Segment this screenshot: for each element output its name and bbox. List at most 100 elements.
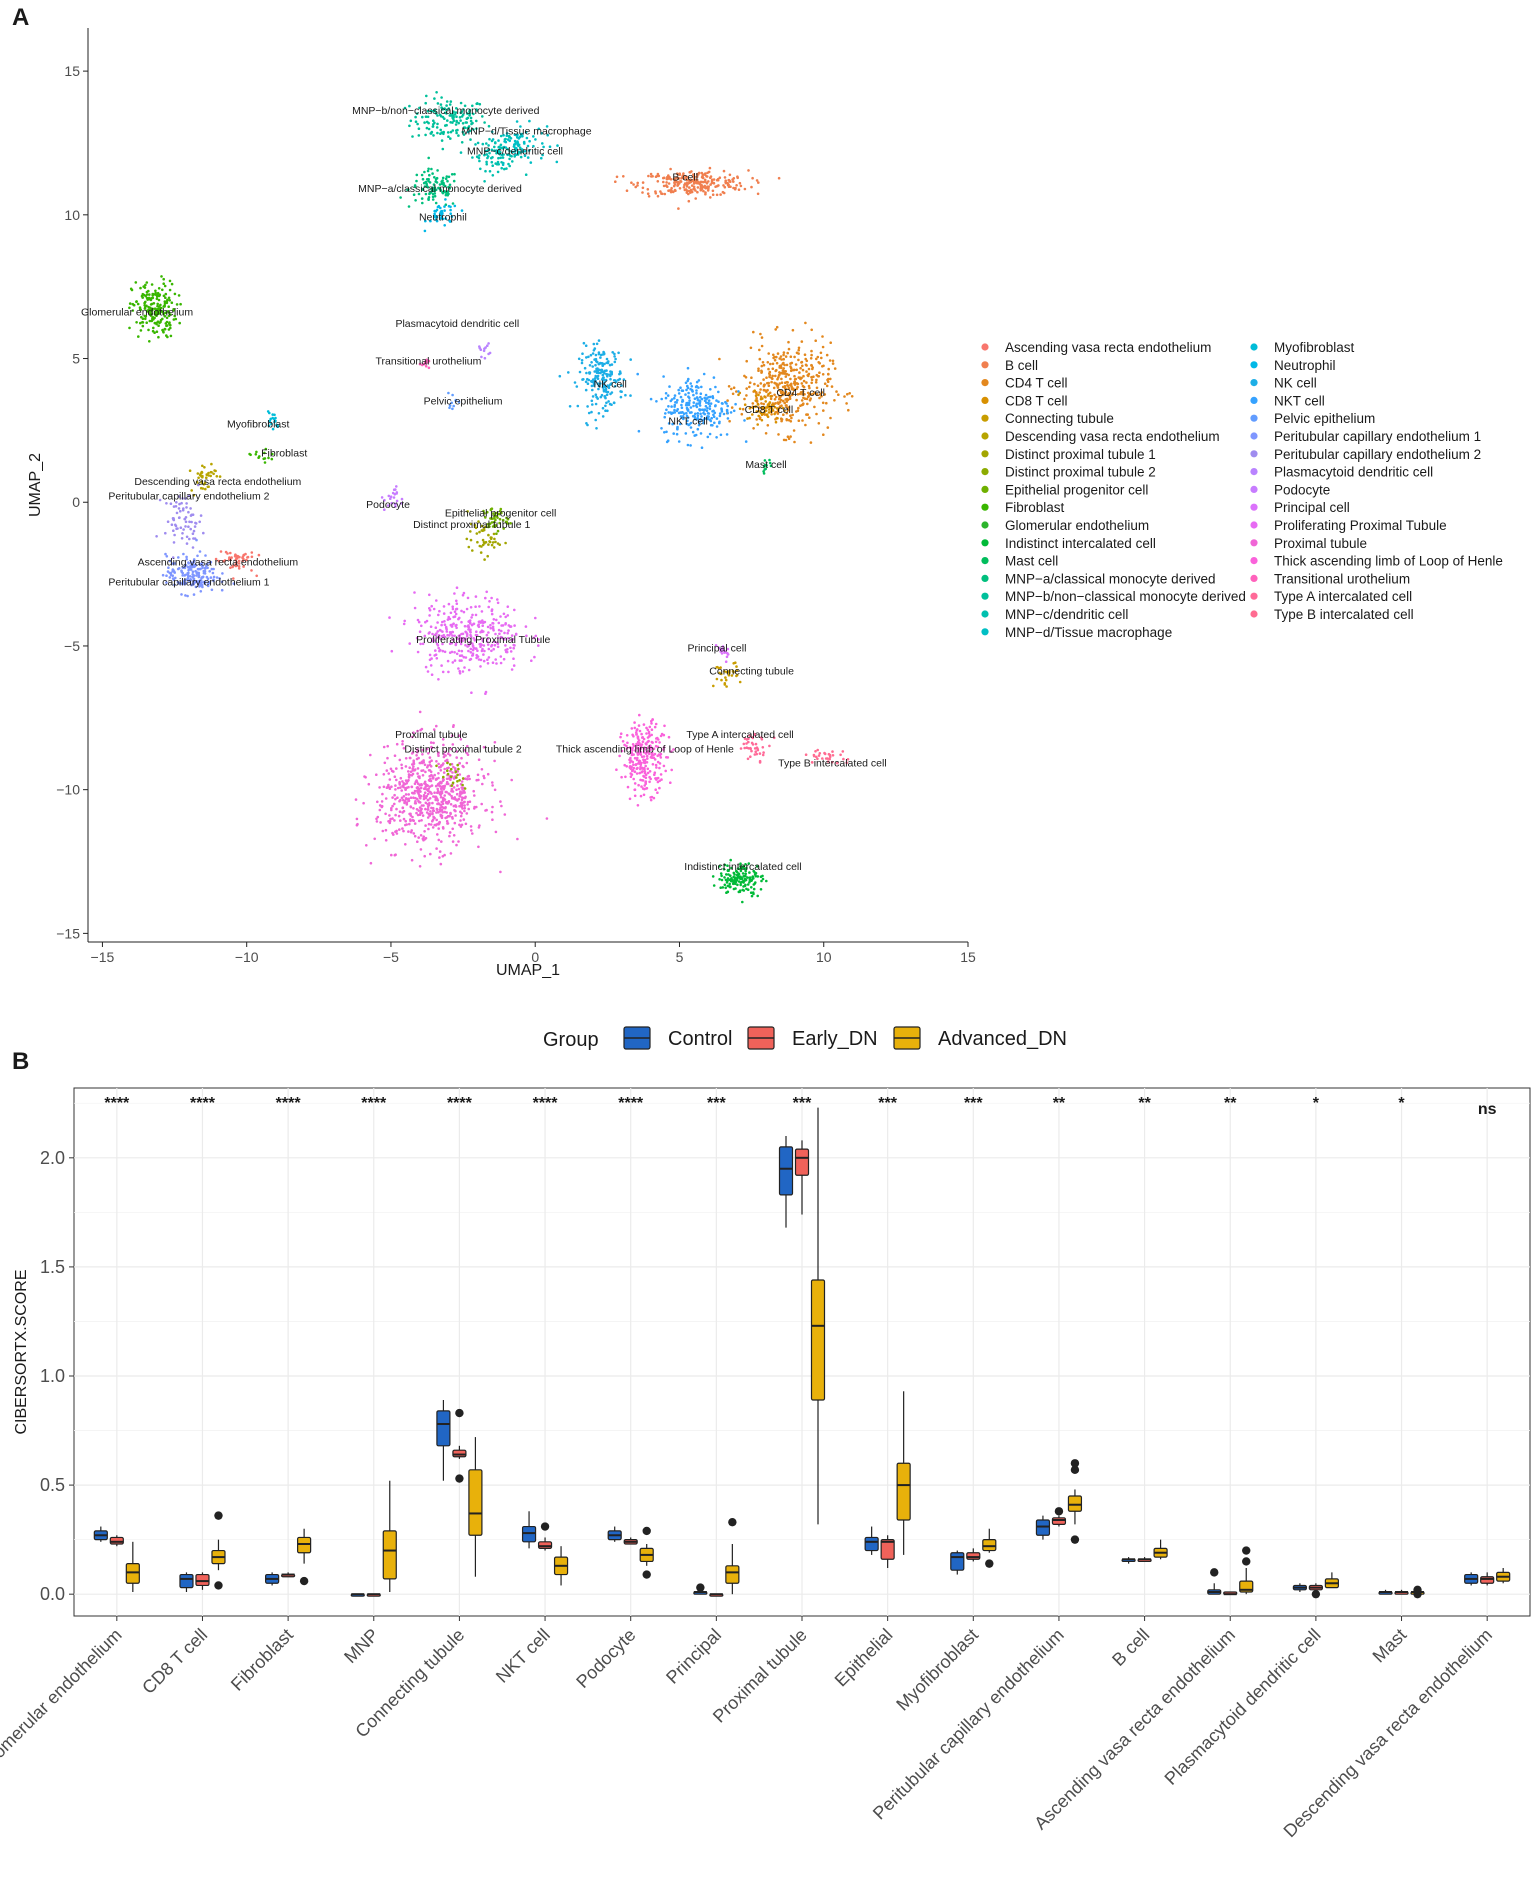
umap-point — [416, 782, 420, 785]
cluster-points — [423, 198, 464, 233]
umap-point — [488, 170, 492, 173]
umap-point — [442, 806, 446, 810]
umap-point — [806, 374, 809, 377]
significance-label: **** — [190, 1095, 216, 1112]
umap-point — [698, 404, 702, 407]
umap-point — [810, 381, 813, 385]
box-control — [179, 1573, 194, 1589]
cluster-label: Mast cell — [745, 459, 786, 471]
umap-point — [449, 137, 452, 140]
umap-point — [787, 437, 791, 441]
umap-point — [491, 805, 494, 809]
box-advanced_dn — [810, 1279, 826, 1401]
umap-point — [207, 471, 210, 475]
umap-point — [752, 427, 755, 430]
umap-point — [490, 130, 494, 134]
umap-point — [434, 823, 438, 827]
umap-point — [689, 406, 693, 409]
umap-point — [524, 131, 528, 134]
umap-point — [606, 375, 609, 378]
umap-point — [496, 598, 499, 601]
legend-label: Epithelial progenitor cell — [1005, 482, 1148, 497]
umap-point — [451, 840, 455, 843]
umap-point — [680, 411, 683, 414]
umap-point — [168, 559, 172, 563]
outlier-point — [1311, 1589, 1321, 1599]
umap-point — [493, 520, 496, 524]
umap-point — [181, 582, 184, 586]
umap-point — [407, 775, 411, 778]
umap-point — [823, 382, 827, 386]
umap-point — [165, 320, 169, 324]
umap-point — [614, 180, 617, 183]
umap-point — [706, 417, 709, 421]
umap-point — [640, 785, 643, 788]
umap-point — [179, 526, 183, 529]
umap-point — [401, 780, 404, 783]
umap-point — [390, 649, 394, 653]
cluster-label: Descending vasa recta endothelium — [134, 476, 301, 488]
umap-point — [451, 407, 454, 411]
umap-point — [623, 743, 626, 747]
significance-label: **** — [276, 1095, 302, 1112]
umap-point — [622, 175, 625, 178]
legend-key — [981, 379, 989, 387]
umap-point — [493, 537, 496, 541]
umap-point — [426, 186, 430, 189]
umap-point — [727, 385, 731, 388]
umap-point — [238, 555, 241, 559]
umap-point — [826, 760, 830, 763]
umap-point — [785, 411, 789, 415]
category-group — [1121, 1539, 1168, 1564]
umap-point — [403, 801, 407, 804]
umap-point — [751, 406, 755, 410]
umap-point — [679, 415, 683, 418]
umap-point — [482, 528, 486, 532]
umap-point — [440, 781, 443, 784]
umap-point — [145, 290, 149, 294]
umap-point — [791, 392, 794, 395]
umap-point — [382, 785, 386, 789]
umap-point — [192, 593, 196, 596]
umap-point — [682, 412, 686, 416]
umap-point — [696, 190, 699, 194]
umap-point — [696, 414, 700, 418]
y-tick-label: −10 — [56, 782, 80, 798]
umap-point — [601, 373, 605, 377]
umap-point — [825, 353, 829, 357]
umap-point — [665, 177, 669, 181]
umap-point — [454, 809, 457, 813]
umap-point — [746, 876, 749, 879]
umap-point — [775, 368, 778, 372]
umap-point — [673, 405, 676, 408]
umap-point — [201, 565, 204, 568]
umap-point — [452, 804, 456, 808]
umap-point — [465, 634, 469, 638]
umap-point — [177, 507, 181, 510]
umap-point — [590, 361, 593, 364]
umap-point — [760, 418, 764, 422]
umap-point — [455, 750, 459, 753]
umap-point — [183, 582, 186, 586]
umap-point — [576, 404, 580, 408]
cluster-points — [718, 321, 854, 444]
umap-point — [465, 121, 469, 124]
umap-point — [528, 139, 531, 143]
umap-point — [422, 795, 426, 798]
umap-point — [642, 737, 646, 741]
umap-point — [590, 384, 594, 388]
umap-point — [615, 175, 619, 179]
umap-point — [163, 300, 167, 303]
umap-point — [618, 377, 622, 381]
umap-point — [156, 304, 159, 308]
umap-point — [440, 805, 444, 809]
umap-point — [641, 740, 645, 743]
umap-point — [685, 401, 688, 405]
umap-point — [416, 790, 420, 794]
umap-point — [619, 732, 623, 735]
umap-point — [494, 514, 498, 518]
umap-point — [215, 576, 219, 579]
umap-point — [245, 558, 248, 562]
umap-point — [649, 172, 653, 176]
umap-point — [431, 826, 435, 829]
